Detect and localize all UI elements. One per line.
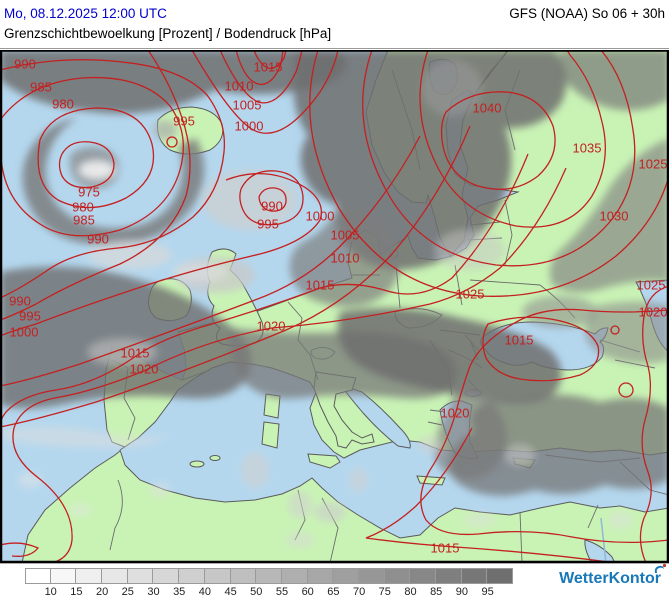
legend-segment bbox=[487, 568, 514, 584]
legend-tick: 20 bbox=[95, 586, 109, 598]
legend-segment bbox=[410, 568, 436, 584]
isobar-label: 995 bbox=[173, 114, 195, 129]
isobar-label: 990 bbox=[9, 294, 31, 309]
isobar-label: 1025 bbox=[637, 278, 666, 293]
legend-tick: 50 bbox=[250, 586, 263, 598]
isobar-label: 1000 bbox=[235, 119, 264, 134]
isobar-label: 995 bbox=[19, 309, 41, 324]
isobar-label: 1010 bbox=[331, 251, 360, 266]
legend-tick: 55 bbox=[275, 586, 289, 598]
legend-segment bbox=[436, 568, 462, 584]
isobar-label: 975 bbox=[78, 185, 100, 200]
isobar-label: 985 bbox=[73, 213, 95, 228]
isobar-label: 1020 bbox=[639, 305, 668, 320]
isobar-label: 980 bbox=[52, 97, 74, 112]
legend-segment bbox=[50, 568, 77, 584]
isobar-label: 1030 bbox=[600, 209, 629, 224]
model-run-label: GFS (NOAA) So 06 + 30h bbox=[509, 6, 665, 21]
legend-segment bbox=[461, 568, 488, 584]
wetterkontor-logo[interactable]: WetterKontor bbox=[559, 563, 667, 588]
isobar-label: 1020 bbox=[130, 362, 159, 377]
legend-segment bbox=[281, 568, 308, 584]
legend-segment bbox=[384, 568, 411, 584]
map-frame bbox=[0, 49, 669, 564]
legend-segment bbox=[127, 568, 154, 584]
legend-segment bbox=[76, 568, 103, 584]
isobar-label: 980 bbox=[72, 200, 94, 215]
legend-tick: 75 bbox=[378, 586, 391, 598]
isobar-label: 1015 bbox=[254, 60, 283, 75]
legend-segment bbox=[333, 568, 359, 584]
isobar-label: 1035 bbox=[573, 141, 602, 156]
legend-tick: 90 bbox=[455, 586, 469, 598]
legend-tick: 85 bbox=[430, 586, 443, 598]
legend-color-bar bbox=[25, 568, 514, 584]
isobar-label: 1020 bbox=[441, 406, 470, 421]
header: Mo, 08.12.2025 12:00 UTC GFS (NOAA) So 0… bbox=[0, 0, 669, 49]
weather-map: 990 985 980 995 975 980 985 990 990 995 1000 1015 10… bbox=[0, 49, 669, 564]
legend-tick: 10 bbox=[44, 586, 57, 598]
cloud-layer bbox=[0, 50, 669, 548]
legend-segment bbox=[204, 568, 231, 584]
isobar-label: 1005 bbox=[233, 98, 262, 113]
isobar-label: 1000 bbox=[10, 325, 39, 340]
legend-segment bbox=[179, 568, 205, 584]
isobar-label: 990 bbox=[261, 199, 283, 214]
isobar-label: 1025 bbox=[456, 287, 485, 302]
legend-tick: 15 bbox=[70, 586, 83, 598]
isobar-label: 990 bbox=[14, 57, 36, 72]
isobar-label: 1040 bbox=[473, 101, 502, 116]
legend-tick: 30 bbox=[147, 586, 160, 598]
legend-tick: 45 bbox=[224, 586, 237, 598]
isobar-label: 1000 bbox=[306, 209, 335, 224]
legend-segment bbox=[358, 568, 385, 584]
legend-tick: 65 bbox=[327, 586, 340, 598]
isobar-label: 1025 bbox=[639, 157, 668, 172]
legend-segment bbox=[307, 568, 334, 584]
wetterkontor-swirl-icon bbox=[654, 563, 667, 573]
map-title: Grenzschichtbewoelkung [Prozent] / Boden… bbox=[4, 26, 332, 41]
legend-tick: 35 bbox=[173, 586, 186, 598]
legend-tick: 70 bbox=[352, 586, 366, 598]
map-canvas: 9909859809959759809859909909951000101510… bbox=[0, 49, 669, 564]
isobar-label: 1005 bbox=[331, 228, 360, 243]
legend-tick: 95 bbox=[481, 586, 494, 598]
legend-segment bbox=[153, 568, 180, 584]
isobar-lines bbox=[0, 49, 669, 564]
isobar-label: 990 bbox=[87, 232, 109, 247]
legend-tick: 80 bbox=[404, 586, 417, 598]
header-divider bbox=[0, 48, 669, 49]
isobar-label: 1020 bbox=[257, 319, 286, 334]
legend-segment bbox=[25, 568, 51, 584]
wetterkontor-logo-text: WetterKontor bbox=[559, 570, 661, 587]
legend-tick: 25 bbox=[121, 586, 134, 598]
isobar-label: 995 bbox=[257, 217, 279, 232]
isobar-label: 1015 bbox=[121, 346, 150, 361]
isobar-label: 1010 bbox=[225, 79, 254, 94]
isobar-label: 1015 bbox=[505, 333, 534, 348]
legend-segment bbox=[102, 568, 128, 584]
isobar-label: 985 bbox=[30, 80, 52, 95]
legend-tick: 40 bbox=[198, 586, 212, 598]
legend-segment bbox=[230, 568, 257, 584]
isobar-labels: 9909859809959759809859909909951000101510… bbox=[9, 57, 667, 556]
datetime-label: Mo, 08.12.2025 12:00 UTC bbox=[4, 6, 167, 21]
legend-tick-labels: 10 15 20 25 30 35 40 45 50 55 60 65 70 75 80 85 90 95 bbox=[25, 586, 525, 599]
isobar-label: 1015 bbox=[431, 541, 460, 556]
legend: 10 15 20 25 30 35 40 45 50 55 60 65 70 75 80 85 90 95 Wet… bbox=[0, 563, 669, 600]
isobar-label: 1015 bbox=[306, 278, 335, 293]
legend-segment bbox=[256, 568, 282, 584]
legend-tick: 60 bbox=[301, 586, 314, 598]
